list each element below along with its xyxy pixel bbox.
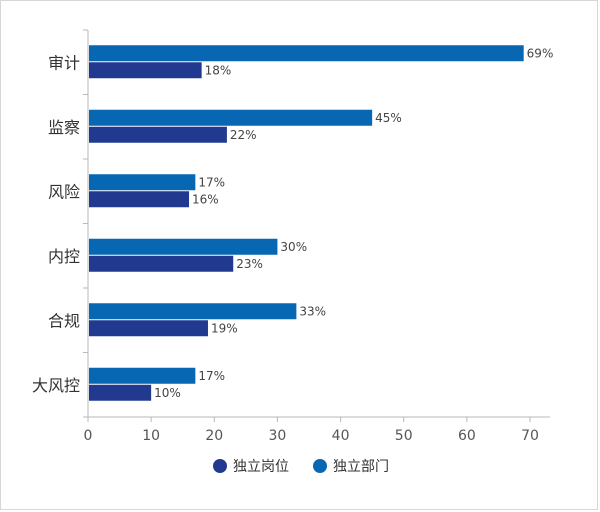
x-tick-label: 40	[332, 428, 350, 444]
bar-independent-position	[89, 62, 202, 79]
category-label: 内控	[48, 247, 80, 266]
category-label: 监察	[48, 118, 80, 137]
data-label-independent-department: 30%	[280, 240, 307, 254]
category-label: 审计	[48, 53, 80, 72]
bar-independent-department	[89, 303, 297, 320]
category-label: 合规	[48, 311, 80, 330]
bar-independent-position	[89, 255, 234, 272]
legend-marker	[213, 459, 227, 473]
category-label: 风险	[48, 182, 80, 201]
data-label-independent-department: 45%	[375, 111, 402, 125]
data-label-independent-department: 17%	[198, 175, 225, 189]
data-label-independent-position: 16%	[192, 192, 219, 206]
bar-independent-position	[89, 191, 190, 208]
data-label-independent-department: 33%	[299, 304, 326, 318]
bar-independent-department	[89, 238, 278, 255]
x-tick-label: 20	[205, 428, 223, 444]
bar-independent-department	[89, 45, 524, 62]
x-tick-label: 60	[458, 428, 476, 444]
bar-independent-position	[89, 320, 208, 337]
legend-marker	[313, 459, 327, 473]
x-tick-label: 10	[142, 428, 160, 444]
x-tick-label: 0	[84, 428, 93, 444]
data-label-independent-position: 19%	[211, 321, 238, 335]
data-label-independent-position: 18%	[205, 63, 232, 77]
x-tick-label: 70	[521, 428, 539, 444]
bar-independent-department	[89, 367, 196, 384]
data-label-independent-position: 22%	[230, 128, 257, 142]
x-tick-label: 50	[395, 428, 413, 444]
bar-independent-department	[89, 174, 196, 191]
data-label-independent-position: 23%	[236, 257, 263, 271]
bar-independent-department	[89, 109, 373, 126]
bar-independent-position	[89, 126, 227, 143]
data-label-independent-position: 10%	[154, 386, 181, 400]
legend-label: 独立部门	[333, 459, 389, 475]
legend-label: 独立岗位	[233, 459, 289, 475]
x-tick-label: 30	[269, 428, 287, 444]
category-label: 大风控	[32, 376, 80, 395]
data-label-independent-department: 69%	[527, 46, 554, 60]
bar-independent-position	[89, 384, 152, 401]
data-label-independent-department: 17%	[198, 369, 225, 383]
